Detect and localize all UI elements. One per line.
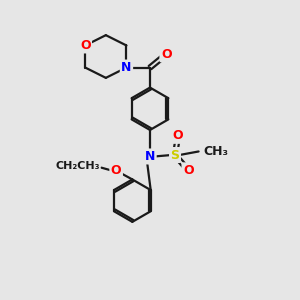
Text: CH₂CH₃: CH₂CH₃ (56, 161, 100, 171)
Text: O: O (80, 39, 91, 52)
Text: N: N (121, 61, 132, 74)
Text: O: O (173, 129, 183, 142)
Text: CH₃: CH₃ (203, 145, 228, 158)
Text: S: S (170, 148, 179, 161)
Text: O: O (161, 48, 172, 61)
Text: N: N (145, 150, 155, 163)
Text: O: O (111, 164, 122, 177)
Text: O: O (183, 164, 194, 177)
